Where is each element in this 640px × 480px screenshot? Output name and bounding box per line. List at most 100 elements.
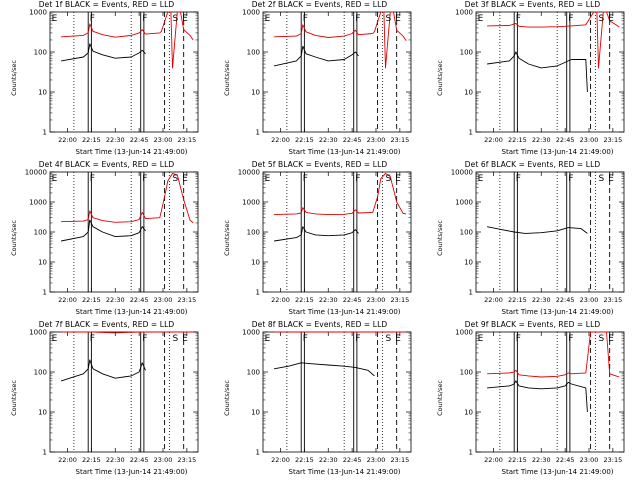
y-tick-label: 1000: [455, 329, 473, 337]
x-tick-label: 22:15: [508, 456, 527, 464]
panel-title: Det 8f BLACK = Events, RED = LLD: [251, 320, 388, 329]
lld-series-line: [61, 11, 194, 69]
y-tick-label: 1: [43, 449, 47, 457]
x-tick-label: 23:00: [367, 296, 386, 304]
x-tick-label: 22:30: [532, 456, 551, 464]
y-tick-label: 100: [34, 49, 47, 57]
y-axis-label: Counts/sec: [436, 380, 444, 416]
y-tick-label: 100: [34, 369, 47, 377]
events-series-line: [274, 362, 375, 377]
chart-svg: 1 10 100 1000 22:00 22:15 22:30 22:45 23:00 23:15…: [242, 9, 412, 144]
panel-title: Det 7f BLACK = Events, RED = LLD: [38, 320, 175, 329]
x-tick-label: 22:00: [484, 136, 503, 144]
x-tick-label: 23:15: [177, 456, 196, 464]
marker-label: S: [173, 174, 179, 184]
events-series-line: [274, 45, 359, 67]
marker-label: F: [568, 174, 573, 184]
y-tick-label: 10: [38, 259, 47, 267]
y-tick-label: 100: [247, 49, 260, 57]
y-axis-label: Counts/sec: [223, 380, 231, 416]
chart-svg: 1 10 100 1000 22:00 22:15 22:30 22:45 23:00 23:15…: [29, 9, 199, 144]
x-tick-label: 22:30: [106, 296, 125, 304]
panel-title: Det 2f BLACK = Events, RED = LLD: [251, 0, 388, 9]
y-tick-label: 1: [469, 449, 473, 457]
detector-panel: 1 10 100 1000 22:00 22:15 22:30 22:45 23:00 23:15…: [213, 320, 426, 480]
plot-frame: [475, 11, 625, 133]
y-axis-label: Counts/sec: [223, 60, 231, 96]
x-tick-label: 22:00: [58, 136, 77, 144]
y-tick-label: 1000: [29, 9, 47, 17]
y-tick-label: 10: [251, 89, 260, 97]
y-tick-label: 10: [38, 89, 47, 97]
chart-svg: 1 10 100 1000 22:00 22:15 22:30 22:45 23:00 23:15…: [29, 329, 199, 464]
x-tick-label: 23:15: [603, 296, 622, 304]
panel-title: Det 5f BLACK = Events, RED = LLD: [251, 160, 388, 169]
panel-title: Det 4f BLACK = Events, RED = LLD: [38, 160, 175, 169]
x-tick-label: 22:00: [271, 136, 290, 144]
plot-frame: [49, 331, 199, 453]
x-tick-label: 23:00: [580, 296, 599, 304]
marker-label: F: [516, 174, 521, 184]
x-tick-label: 23:15: [390, 136, 409, 144]
y-tick-label: 1000: [242, 9, 260, 17]
y-axis-label: Counts/sec: [223, 220, 231, 256]
detector-panel: 1 10 100 1000 22:00 22:15 22:30 22:45 23:00 23:15…: [426, 0, 639, 160]
x-tick-label: 22:15: [82, 296, 101, 304]
x-tick-label: 22:00: [271, 296, 290, 304]
y-tick-label: 1: [469, 289, 473, 297]
x-tick-label: 22:15: [82, 136, 101, 144]
x-tick-label: 23:00: [580, 136, 599, 144]
marker-label: E: [478, 334, 484, 344]
events-series-line: [274, 226, 359, 242]
x-tick-label: 23:15: [390, 456, 409, 464]
marker-label: F: [303, 334, 308, 344]
x-tick-label: 22:45: [130, 296, 149, 304]
marker-label: F: [303, 14, 308, 24]
lld-series-line: [487, 331, 620, 378]
events-series-line: [487, 51, 588, 93]
marker-label: E: [395, 174, 401, 184]
x-tick-label: 22:00: [484, 296, 503, 304]
x-tick-label: 22:15: [295, 296, 314, 304]
x-tick-label: 23:00: [367, 456, 386, 464]
marker-label: F: [355, 14, 360, 24]
x-axis-label: Start Time (13-Jun-14 21:49:00): [75, 308, 188, 316]
marker-label: F: [355, 174, 360, 184]
y-tick-label: 10: [251, 409, 260, 417]
marker-label: F: [90, 174, 95, 184]
x-tick-label: 22:30: [532, 136, 551, 144]
marker-label: S: [386, 334, 392, 344]
y-tick-label: 10000: [451, 169, 473, 177]
chart-svg: 1 10 100 1000 22:00 22:15 22:30 22:45 23:00 23:15…: [242, 329, 412, 464]
x-tick-label: 22:15: [295, 136, 314, 144]
y-tick-label: 1000: [29, 329, 47, 337]
marker-label: S: [386, 174, 392, 184]
marker-label: E: [52, 14, 58, 24]
detector-panel: 1 10 100 1000 22:00 22:15 22:30 22:45 23:00 23:15…: [426, 320, 639, 480]
marker-label: F: [142, 14, 147, 24]
marker-label: E: [265, 14, 271, 24]
y-tick-label: 1: [43, 129, 47, 137]
events-series-line: [60, 359, 146, 382]
x-tick-label: 23:00: [154, 136, 173, 144]
marker-label: F: [568, 14, 573, 24]
y-tick-label: 10: [464, 89, 473, 97]
y-tick-label: 10: [464, 409, 473, 417]
x-tick-label: 22:30: [106, 456, 125, 464]
events-series-line: [487, 226, 588, 234]
marker-label: S: [599, 334, 605, 344]
x-tick-label: 23:15: [177, 296, 196, 304]
lld-series-line: [61, 172, 194, 224]
x-tick-label: 22:45: [130, 136, 149, 144]
lld-series-line: [274, 11, 407, 69]
marker-label: E: [265, 174, 271, 184]
x-tick-label: 22:30: [319, 136, 338, 144]
chart-svg: 1 10 100 1000 22:00 22:15 22:30 22:45 23:00 23:15…: [455, 9, 625, 144]
y-tick-label: 1: [256, 129, 260, 137]
x-tick-label: 22:45: [556, 456, 575, 464]
marker-label: E: [608, 334, 614, 344]
y-tick-label: 10: [464, 259, 473, 267]
x-tick-label: 22:45: [556, 296, 575, 304]
marker-label: E: [52, 334, 58, 344]
